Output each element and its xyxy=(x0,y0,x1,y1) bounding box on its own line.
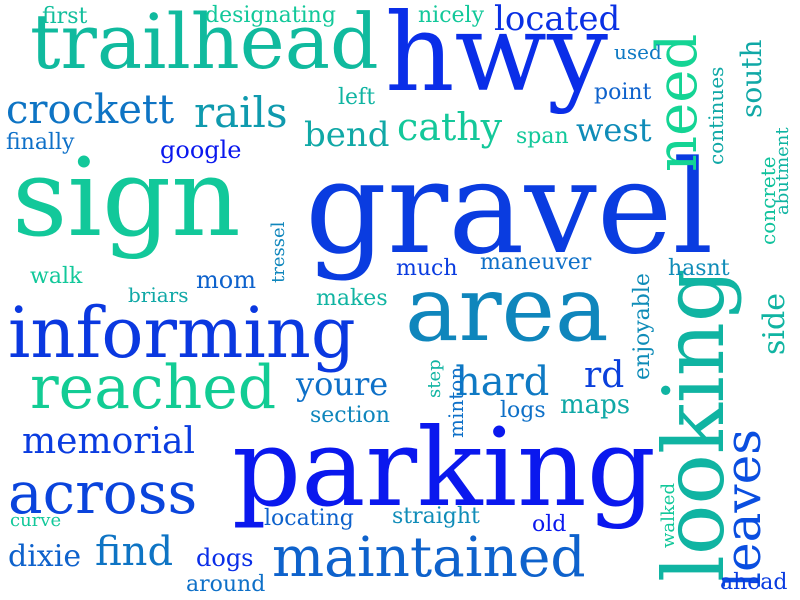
word-trailhead: trailhead xyxy=(30,0,379,86)
word-located: located xyxy=(494,0,621,39)
word-rd: rd xyxy=(584,355,625,396)
word-crockett: crockett xyxy=(6,87,175,133)
word-leaves: leaves xyxy=(714,429,772,588)
word-left: left xyxy=(338,85,376,110)
word-sign: sign xyxy=(12,136,241,261)
word-abutment: abutment xyxy=(772,127,793,215)
word-informing: informing xyxy=(8,292,356,374)
word-west: west xyxy=(576,111,652,149)
word-straight: straight xyxy=(392,504,480,529)
word-maneuver: maneuver xyxy=(480,250,592,275)
word-parking: parking xyxy=(232,406,656,531)
word-gravel: gravel xyxy=(305,134,714,283)
word-rails: rails xyxy=(194,88,288,137)
word-used: used xyxy=(614,40,662,64)
word-youre: youre xyxy=(296,365,389,403)
word-south: south xyxy=(735,39,768,118)
word-ahead: ahead xyxy=(720,570,788,595)
word-nicely: nicely xyxy=(418,3,485,28)
word-maps: maps xyxy=(560,390,631,420)
word-walked: walked xyxy=(658,483,679,548)
word-continues: continues xyxy=(704,66,728,165)
word-minton: minton xyxy=(444,366,468,438)
word-logs: logs xyxy=(500,398,546,423)
word-old: old xyxy=(532,512,567,537)
word-find: find xyxy=(95,529,174,575)
word-step: step xyxy=(424,359,445,398)
word-dixie: dixie xyxy=(8,539,82,574)
word-dogs: dogs xyxy=(196,544,254,572)
word-maintained: maintained xyxy=(272,525,586,589)
word-section: section xyxy=(310,403,390,428)
word-hasnt: hasnt xyxy=(668,256,730,281)
word-enjoyable: enjoyable xyxy=(630,273,655,380)
word-area: area xyxy=(405,257,609,362)
word-first: first xyxy=(42,4,88,29)
word-hwy: hwy xyxy=(385,0,609,116)
word-bend: bend xyxy=(304,115,390,155)
word-much: much xyxy=(396,256,458,281)
word-locating: locating xyxy=(264,506,354,531)
word-around: around xyxy=(186,572,266,597)
word-walk: walk xyxy=(30,264,83,289)
word-finally: finally xyxy=(6,130,75,155)
word-span: span xyxy=(516,124,569,149)
word-point: point xyxy=(594,80,652,105)
word-hard: hard xyxy=(455,359,550,405)
word-google: google xyxy=(160,136,242,164)
word-memorial: memorial xyxy=(22,421,195,462)
word-reached: reached xyxy=(30,353,277,423)
word-designating: designating xyxy=(205,3,336,28)
word-makes: makes xyxy=(316,286,388,311)
word-tressel: tressel xyxy=(268,221,289,283)
word-briars: briars xyxy=(128,283,189,307)
word-across: across xyxy=(8,459,198,527)
word-side: side xyxy=(757,293,792,355)
word-mom: mom xyxy=(196,266,256,294)
word-curve: curve xyxy=(10,510,62,531)
word-cathy: cathy xyxy=(397,105,503,149)
